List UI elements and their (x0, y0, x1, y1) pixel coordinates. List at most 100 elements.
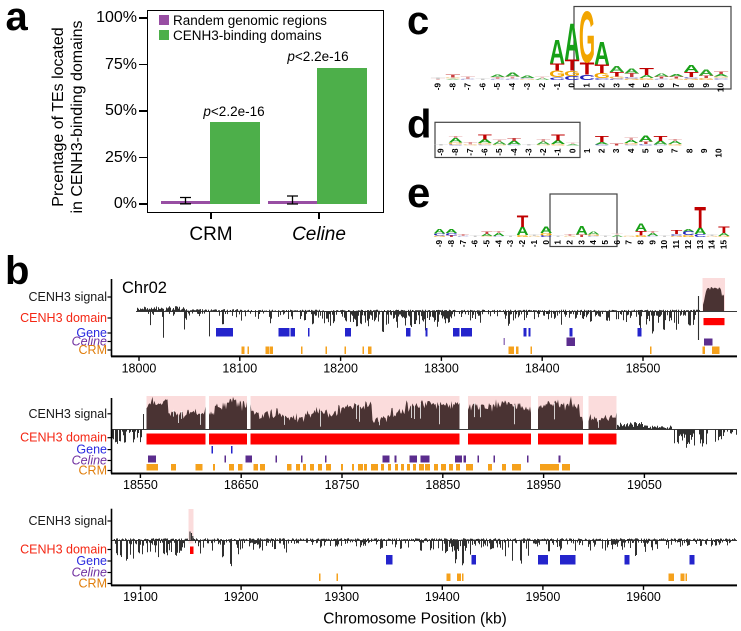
svg-text:-8: -8 (451, 148, 460, 156)
svg-text:A: A (713, 73, 729, 77)
svg-text:T: T (536, 138, 550, 142)
svg-text:T: T (434, 144, 448, 146)
svg-text:7: 7 (625, 240, 634, 245)
svg-text:T: T (565, 57, 580, 74)
svg-text:T: T (446, 235, 459, 238)
svg-text:13: 13 (696, 240, 705, 250)
svg-text:C: C (609, 78, 625, 80)
svg-text:A: A (433, 227, 445, 235)
svg-text:-6: -6 (481, 148, 490, 156)
svg-text:11: 11 (672, 240, 681, 249)
svg-text:T: T (635, 230, 647, 238)
svg-text:19500: 19500 (526, 590, 561, 604)
svg-text:G: G (433, 235, 446, 237)
svg-text:C: C (445, 232, 457, 236)
svg-text:T: T (647, 231, 660, 234)
svg-text:C: C (647, 236, 660, 238)
svg-text:C: C (549, 77, 565, 81)
svg-text:Celine: Celine (72, 335, 107, 349)
svg-text:T: T (469, 235, 482, 237)
svg-text:12: 12 (684, 240, 693, 250)
svg-text:T: T (517, 212, 529, 231)
svg-text:G: G (623, 236, 636, 238)
svg-text:T: T (595, 63, 610, 77)
svg-text:0: 0 (568, 148, 577, 153)
svg-text:4: 4 (627, 83, 636, 88)
svg-text:T: T (609, 71, 624, 78)
svg-text:18750: 18750 (325, 478, 360, 492)
svg-text:0: 0 (568, 83, 577, 88)
svg-text:CRM: CRM (79, 577, 107, 591)
svg-text:G: G (579, 0, 595, 79)
svg-text:A: A (624, 139, 639, 144)
svg-text:T: T (535, 76, 550, 79)
svg-text:7: 7 (672, 83, 681, 88)
svg-text:A: A (445, 78, 461, 80)
svg-text:A: A (551, 139, 566, 145)
svg-text:T: T (718, 225, 730, 236)
svg-text:G: G (624, 78, 640, 80)
svg-text:9: 9 (702, 83, 711, 88)
svg-text:18100: 18100 (222, 361, 257, 375)
svg-text:19300: 19300 (324, 590, 359, 604)
svg-text:c: c (407, 0, 429, 43)
svg-text:7: 7 (671, 148, 680, 153)
svg-text:0: 0 (542, 240, 551, 245)
svg-text:A: A (611, 235, 624, 238)
svg-text:6: 6 (613, 240, 622, 245)
svg-text:C: C (624, 77, 640, 79)
svg-text:15: 15 (720, 240, 729, 250)
svg-text:G: G (698, 78, 714, 81)
svg-text:G: G (706, 236, 719, 238)
svg-text:G: G (564, 69, 580, 77)
svg-text:C: C (654, 78, 670, 80)
svg-text:-4: -4 (508, 83, 517, 91)
svg-text:18550: 18550 (123, 478, 158, 492)
svg-text:5: 5 (601, 240, 610, 245)
svg-text:T: T (507, 137, 521, 142)
svg-text:T: T (610, 143, 624, 146)
svg-text:T: T (550, 61, 566, 73)
svg-text:C: C (587, 236, 600, 238)
svg-text:18300: 18300 (424, 361, 459, 375)
svg-text:C: C (579, 73, 595, 82)
svg-text:18500: 18500 (626, 361, 661, 375)
svg-text:-8: -8 (449, 83, 458, 91)
svg-text:G: G (718, 236, 731, 238)
svg-text:5: 5 (641, 148, 650, 153)
svg-text:A: A (536, 141, 551, 146)
svg-text:9: 9 (700, 148, 709, 153)
svg-text:T: T (446, 74, 461, 79)
svg-text:A: A (445, 228, 457, 234)
svg-text:G: G (492, 144, 508, 146)
svg-text:-5: -5 (495, 148, 504, 156)
svg-text:-2: -2 (538, 83, 547, 91)
svg-text:T: T (490, 77, 505, 80)
svg-text:-2: -2 (518, 240, 527, 248)
svg-text:A: A (682, 228, 694, 232)
svg-text:-3: -3 (523, 83, 532, 91)
svg-text:G: G (667, 144, 682, 146)
svg-text:G: G (668, 78, 684, 80)
svg-text:-5: -5 (493, 83, 502, 91)
svg-text:A: A (520, 75, 536, 79)
svg-text:G: G (594, 72, 610, 80)
svg-text:9: 9 (648, 240, 657, 245)
svg-text:A: A (595, 141, 610, 145)
svg-text:G: G (670, 236, 683, 238)
svg-text:T: T (611, 234, 624, 236)
svg-text:T: T (595, 135, 610, 144)
svg-text:CENH3 signal: CENH3 signal (28, 514, 107, 528)
svg-text:2: 2 (598, 148, 607, 153)
svg-text:C: C (457, 236, 470, 238)
svg-text:CENH3 signal: CENH3 signal (28, 407, 107, 421)
svg-text:18000: 18000 (122, 361, 157, 375)
svg-text:G: G (536, 144, 552, 146)
svg-text:-5: -5 (483, 240, 492, 248)
svg-text:6: 6 (656, 148, 665, 153)
svg-text:T: T (552, 236, 565, 238)
svg-text:G: G (638, 78, 654, 81)
svg-text:T: T (431, 77, 447, 79)
svg-text:1: 1 (583, 83, 592, 88)
svg-text:G: G (528, 236, 541, 238)
